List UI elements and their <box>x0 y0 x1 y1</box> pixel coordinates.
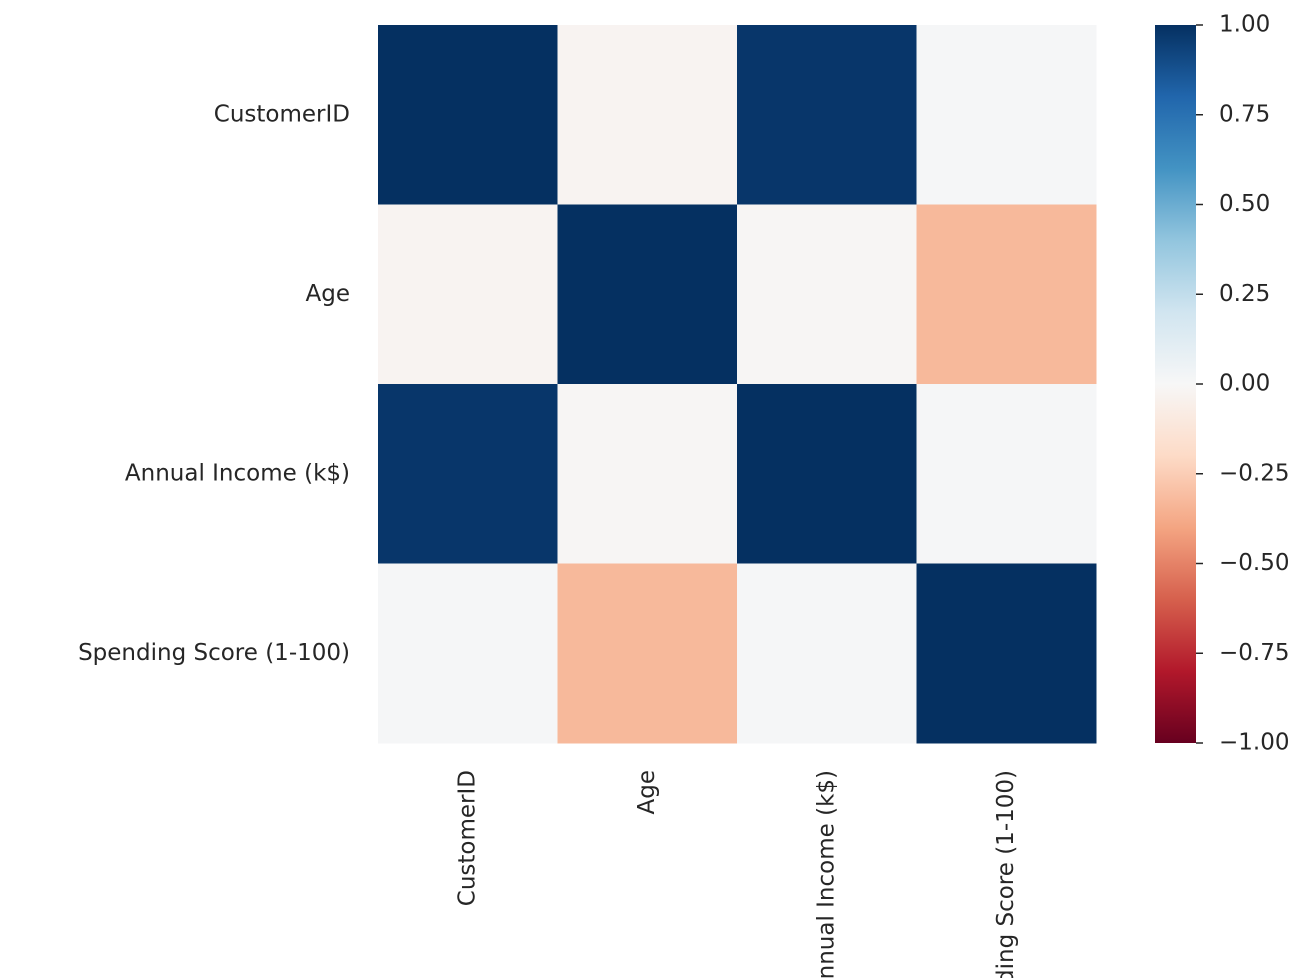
y-tick-label: Annual Income (k$) <box>125 460 350 486</box>
heatmap-cell <box>378 384 558 564</box>
y-tick-label: Age <box>306 281 350 307</box>
colorbar <box>1155 25 1196 743</box>
y-tick-label: CustomerID <box>214 101 350 127</box>
x-tick-label: Spending Score (1-100) <box>993 770 1019 978</box>
colorbar-tick-label: 1.00 <box>1219 12 1270 38</box>
heatmap-cell <box>557 384 738 564</box>
colorbar-tick-label: 0.00 <box>1219 371 1270 397</box>
heatmap-cell <box>557 25 738 205</box>
colorbar-tick-label: 0.50 <box>1219 191 1270 217</box>
y-tick-label: Spending Score (1-100) <box>78 640 350 666</box>
heatmap-cell <box>737 25 917 205</box>
x-tick-label: Annual Income (k$) <box>813 770 839 978</box>
heatmap-cell <box>737 563 917 744</box>
heatmap-cell <box>378 204 558 385</box>
heatmap-cell <box>557 204 738 385</box>
colorbar-tick-label: 0.75 <box>1219 101 1270 127</box>
heatmap-cell <box>916 204 1097 385</box>
colorbar-tick-label: −0.25 <box>1219 460 1289 486</box>
heatmap-cell <box>378 25 558 205</box>
heatmap-cell <box>737 204 917 385</box>
x-tick-label: Age <box>634 770 660 814</box>
heatmap-cell <box>378 563 558 744</box>
x-tick-label: CustomerID <box>454 770 480 906</box>
heatmap-cell <box>737 384 917 564</box>
heatmap-cell <box>916 563 1097 744</box>
heatmap-cell <box>916 25 1097 205</box>
colorbar-tick-label: −1.00 <box>1219 730 1289 756</box>
heatmap-cell <box>557 563 738 744</box>
heatmap-cell <box>916 384 1097 564</box>
colorbar-tick-label: 0.25 <box>1219 281 1270 307</box>
colorbar-tick-label: −0.75 <box>1219 640 1289 666</box>
colorbar-tick-label: −0.50 <box>1219 550 1289 576</box>
